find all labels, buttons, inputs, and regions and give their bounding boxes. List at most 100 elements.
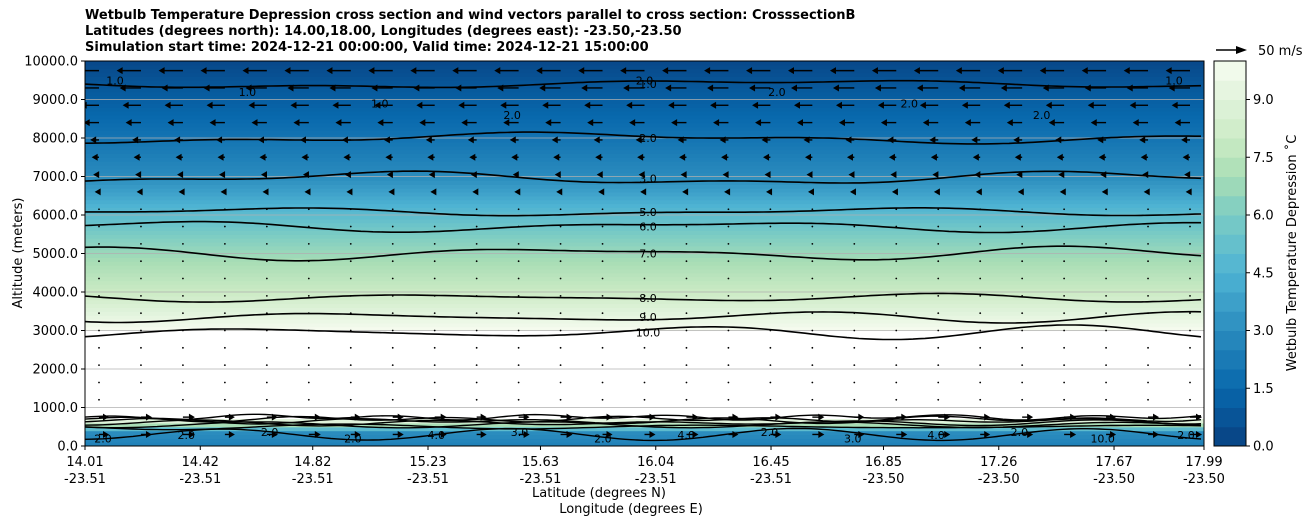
wind-vector-dot [559, 208, 562, 211]
wind-vector-dot [1063, 225, 1066, 228]
wind-vector-head [440, 430, 447, 438]
wind-vector-dot [685, 398, 688, 401]
wind-vector-dot [307, 312, 310, 315]
upper-contour-label: 2.0 [1033, 109, 1051, 122]
low-level-contour-label: 4.0 [927, 429, 945, 442]
wind-vector-dot [769, 260, 772, 263]
wind-vector-dot [1189, 277, 1191, 280]
wind-vector-dot [979, 398, 982, 401]
wind-vector-head [469, 153, 476, 161]
wind-vector-dot [433, 398, 436, 401]
wind-vector-dot [769, 364, 772, 367]
wind-vector-head [553, 153, 560, 161]
wind-vector-dot [937, 242, 940, 245]
wind-vector-dot [1063, 208, 1066, 211]
low-level-contour-label: 4.0 [427, 429, 445, 442]
wind-vector-head [293, 119, 300, 127]
plot-area: 1.02.03.05.06.07.08.09.010.02.0 2.0 2.0 2.0… [84, 60, 1205, 447]
wind-vector-dot [727, 398, 730, 401]
wind-vector-dot [182, 312, 184, 315]
wind-vector-head [85, 101, 87, 109]
wind-vector-dot [643, 398, 646, 401]
wind-vector-head [1123, 67, 1130, 75]
field-band [85, 422, 1204, 428]
colorbar-tick-label: 9.0 [1253, 93, 1274, 108]
wind-vector-dot [98, 294, 100, 297]
low-level-contour-label: 3.0 [844, 432, 862, 445]
low-level-contour-label: 2.0 [594, 432, 612, 445]
wind-vector-dot [1063, 312, 1066, 315]
wind-vector-dot [98, 346, 100, 349]
wind-vector-dot [601, 242, 604, 245]
wind-vector-head [167, 119, 174, 127]
wind-vector-dot [979, 312, 982, 315]
wind-vector-dot [433, 225, 436, 228]
wind-vector-dot [140, 294, 142, 297]
wind-vector-dot [517, 277, 520, 280]
wind-vector-dot [391, 277, 394, 280]
wind-vector-head [808, 188, 815, 196]
wind-vector-head [1196, 430, 1202, 438]
wind-vector-head [578, 67, 585, 75]
wind-vector-dot [1021, 346, 1024, 349]
wind-vector-head [1153, 413, 1160, 421]
wind-vector-dot [895, 242, 898, 245]
wind-vector-dot [937, 260, 940, 263]
colorbar-tick-label: 6.0 [1253, 209, 1274, 224]
wind-vector-head [494, 67, 501, 75]
wind-vector-dot [853, 381, 856, 384]
wind-vector-dot [182, 242, 184, 245]
wind-vector-head [1174, 119, 1181, 127]
wind-vector-dot [1189, 346, 1191, 349]
wind-vector-head [301, 153, 308, 161]
wind-vector-head [587, 119, 594, 127]
low-level-contour-label: 3.0 [511, 426, 529, 439]
wind-vector-dot [1063, 364, 1066, 367]
wind-vector-dot [853, 208, 856, 211]
colorbar-band [1214, 215, 1246, 235]
wind-vector-dot [559, 260, 562, 263]
wind-vector-head [1100, 171, 1107, 179]
wind-vector-head [1014, 153, 1021, 161]
wind-vector-dot [1021, 277, 1024, 280]
wind-vector-head [480, 413, 487, 421]
wind-vector-head [671, 119, 678, 127]
wind-vector-head [410, 67, 417, 75]
field-band [85, 164, 1204, 170]
wind-vector-dot [1021, 381, 1024, 384]
wind-vector-head [913, 67, 920, 75]
wind-vector-head [596, 171, 603, 179]
wind-vector-dot [853, 260, 856, 263]
colorbar-band [1214, 407, 1246, 428]
wind-vector-head [354, 413, 361, 421]
wind-vector-dot [1063, 294, 1066, 297]
wind-vector-dot [391, 294, 394, 297]
wind-vector-dot [979, 208, 982, 211]
field-band [85, 430, 1204, 436]
wind-vector-head [1165, 67, 1172, 75]
wind-vector-head [551, 136, 558, 144]
contour-label: 6.0 [639, 221, 657, 234]
wind-vector-head [679, 153, 686, 161]
wind-vector-head [258, 136, 265, 144]
wind-vector-dot [1063, 242, 1066, 245]
wind-vector-head [245, 84, 252, 92]
wind-vector-head [566, 413, 573, 421]
wind-vector-head [1084, 84, 1091, 92]
wind-vector-head [877, 101, 884, 109]
wind-vector-head [368, 67, 375, 75]
wind-vector-head [818, 430, 825, 438]
wind-vector-dot [433, 329, 436, 332]
field-band [85, 64, 1204, 70]
chart-title-line-2: Latitudes (degrees north): 14.00,18.00, … [85, 24, 682, 39]
wind-vector-head [713, 119, 720, 127]
wind-vector-dot [1147, 225, 1149, 228]
wind-vector-dot [1063, 346, 1066, 349]
wind-vector-dot [1105, 208, 1107, 211]
wind-vector-dot [98, 277, 100, 280]
wind-vector-dot [937, 346, 940, 349]
wind-vector-dot [140, 225, 142, 228]
field-band [85, 107, 1204, 112]
wind-vector-head [290, 101, 297, 109]
wind-vector-head [755, 119, 762, 127]
